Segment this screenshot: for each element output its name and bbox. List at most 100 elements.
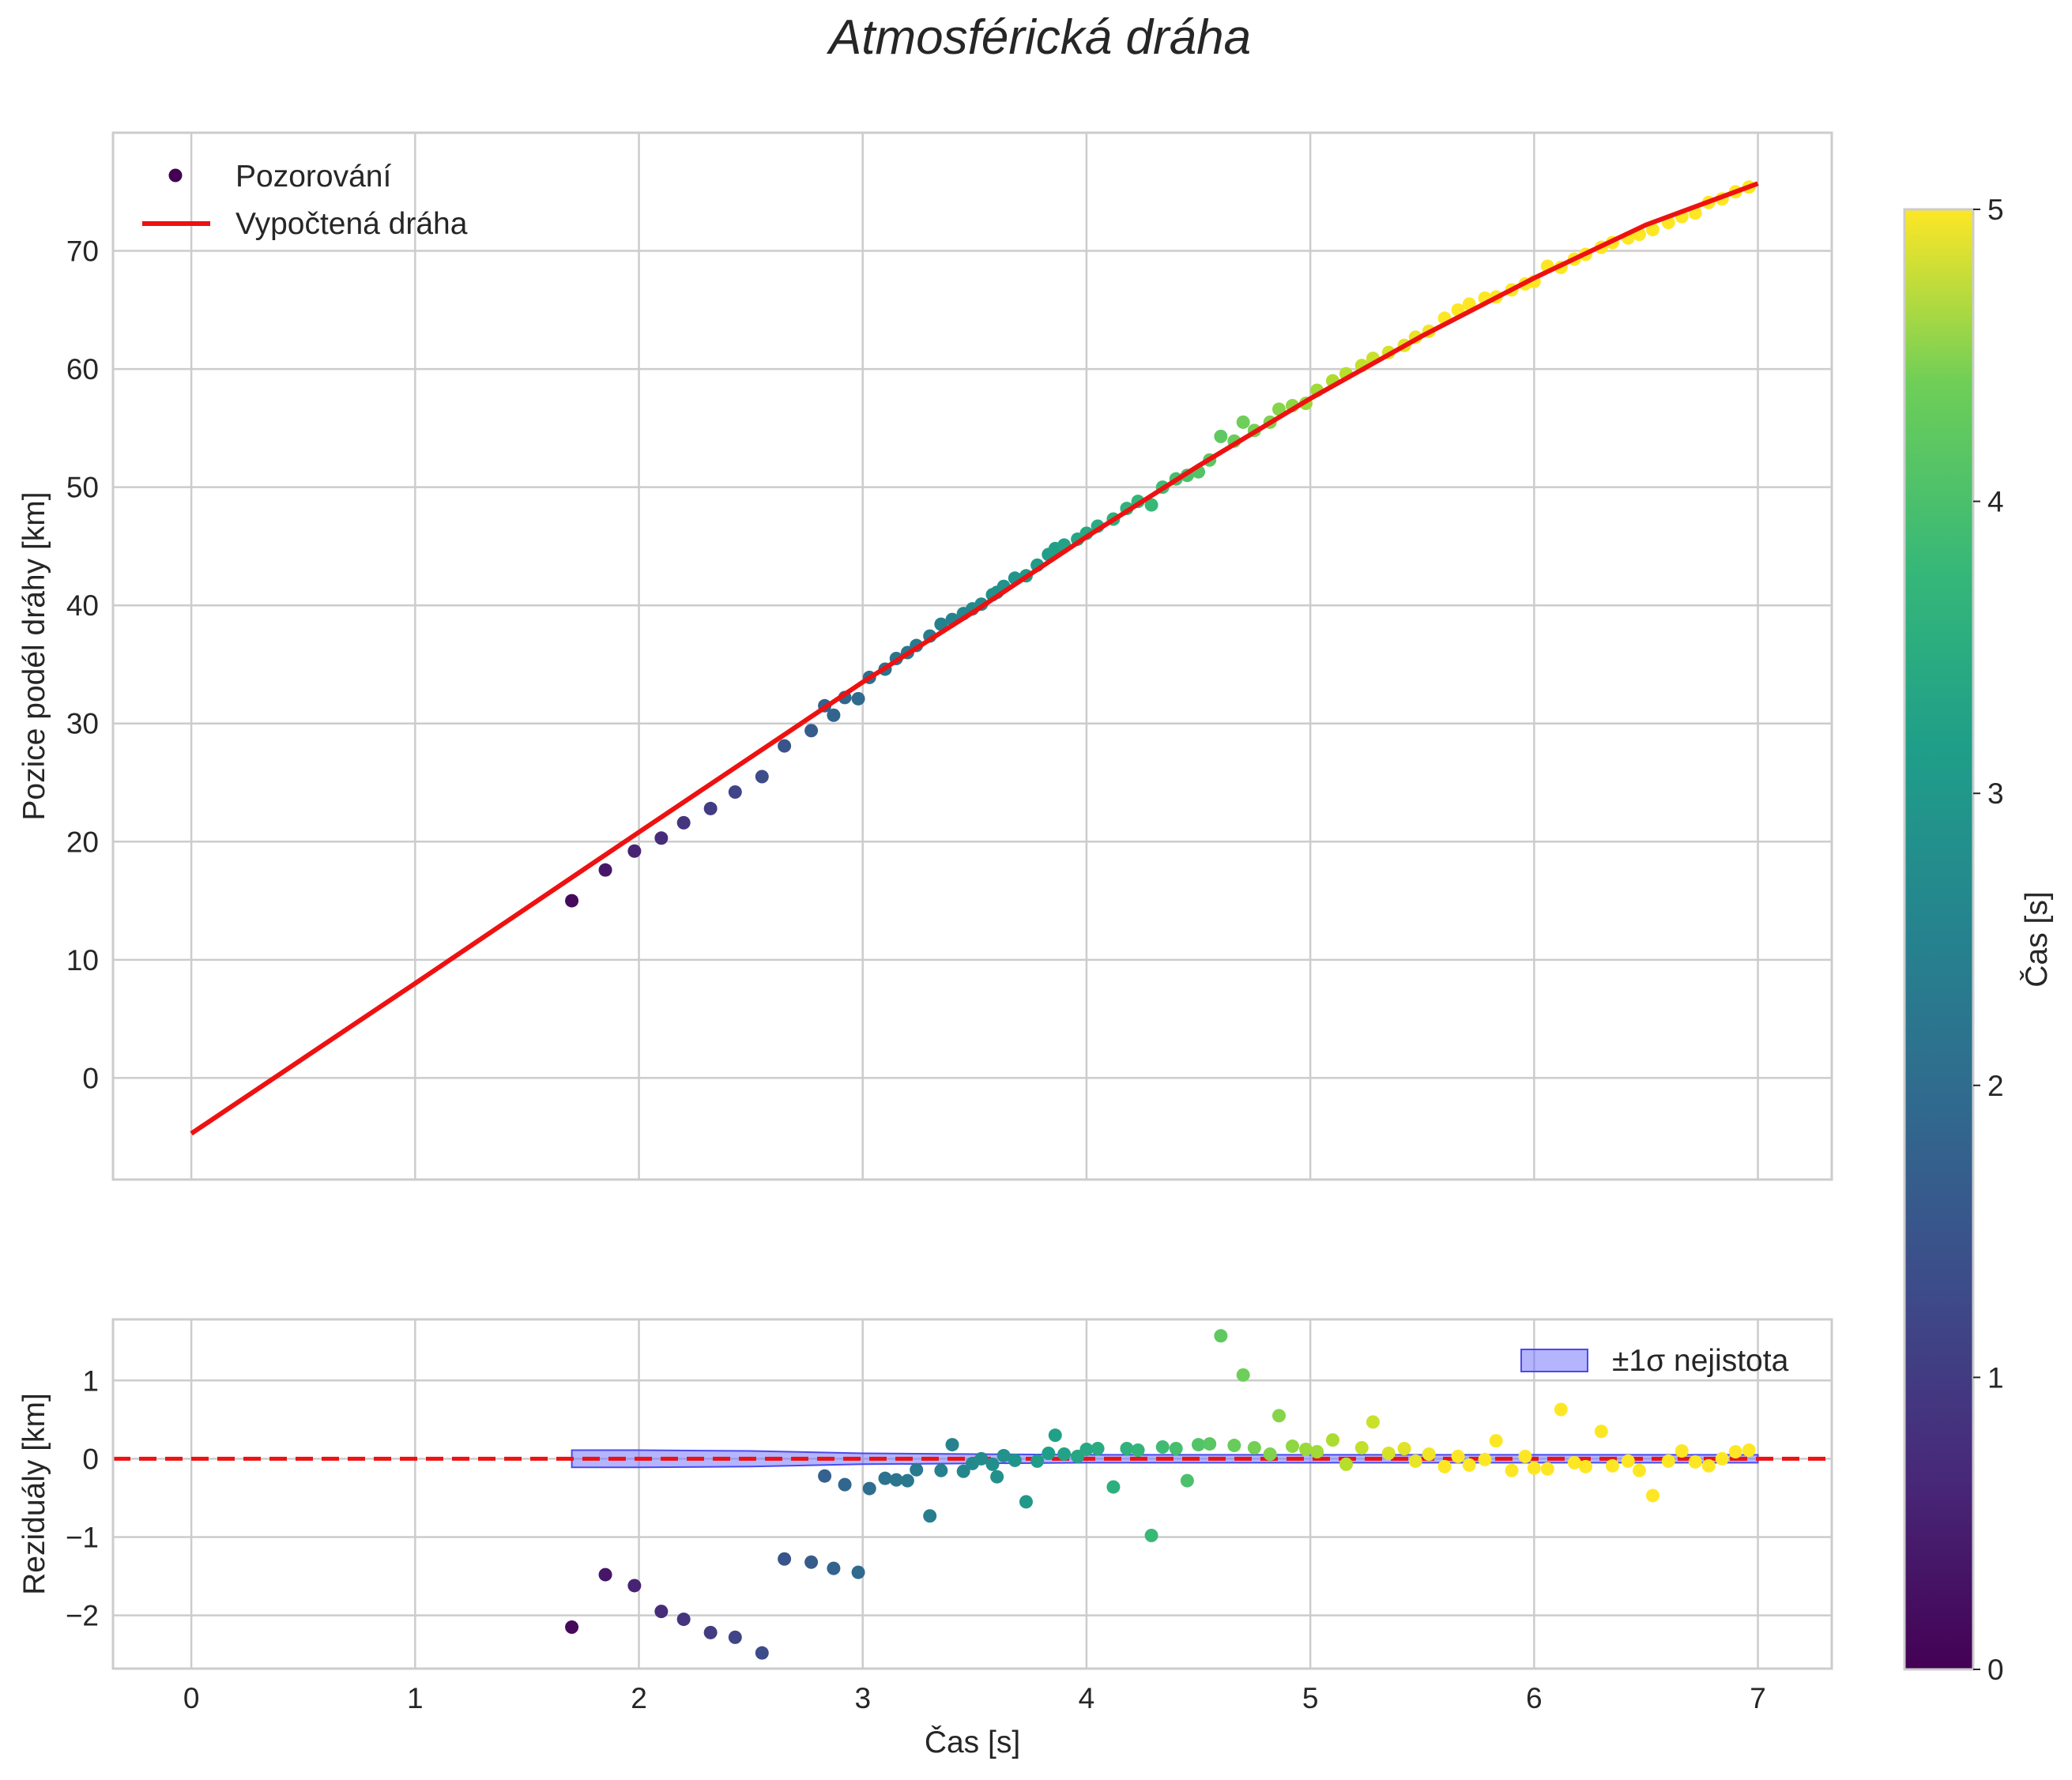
observation-point (1645, 223, 1659, 237)
residual-point (1728, 1444, 1742, 1458)
x-tick-label: 2 (631, 1682, 647, 1714)
residual-point (1042, 1446, 1056, 1460)
observation-point (1271, 402, 1286, 416)
residual-point (956, 1464, 970, 1478)
residual-point (1057, 1447, 1072, 1461)
observation-point (1214, 429, 1228, 443)
residual-point (1645, 1488, 1659, 1503)
bottom-y-tick-labels: −2 −1 0 1 (66, 1364, 99, 1631)
y-tick-label: 70 (66, 235, 99, 268)
x-tick-label: 4 (1079, 1682, 1095, 1714)
observation-point (627, 844, 642, 858)
residual-point (1505, 1463, 1519, 1477)
residual-point (1192, 1438, 1206, 1452)
residual-point (1408, 1454, 1422, 1468)
residual-point (818, 1469, 832, 1483)
top-scatter-points (565, 180, 1756, 908)
x-tick-label: 0 (183, 1682, 200, 1714)
residual-point (1675, 1443, 1689, 1458)
y-tick-label: 1 (82, 1364, 99, 1397)
residual-point (728, 1630, 742, 1644)
residual-point (878, 1471, 892, 1485)
y-tick-label: 0 (82, 1443, 99, 1475)
observation-point (827, 708, 841, 722)
colorbar-gradient (1903, 208, 1975, 1671)
observation-point (851, 691, 865, 706)
residual-point (934, 1463, 948, 1477)
residual-point (1120, 1442, 1134, 1456)
observation-point (755, 770, 769, 784)
residual-point (1554, 1402, 1568, 1417)
residual-point (1397, 1442, 1411, 1456)
y-tick-label: 40 (66, 589, 99, 622)
residual-point (1578, 1459, 1592, 1473)
residual-point (1478, 1452, 1492, 1466)
y-tick-label: 0 (82, 1062, 99, 1094)
residual-point (1742, 1443, 1756, 1458)
observation-point (676, 815, 691, 830)
y-tick-label: 60 (66, 353, 99, 386)
residual-point (1131, 1443, 1145, 1458)
observation-point (703, 801, 718, 815)
residual-point (1701, 1458, 1716, 1473)
bottom-legend: ±1σ nejistota (1520, 1344, 1789, 1378)
residual-point (1688, 1454, 1702, 1469)
residual-point (1661, 1454, 1675, 1468)
y-tick-label: 30 (66, 708, 99, 740)
residual-point (804, 1555, 819, 1569)
bottom-y-axis-label: Reziduály [km] (17, 1393, 51, 1595)
bottom-axes-frame (111, 1318, 1833, 1670)
observation-point (728, 785, 742, 799)
observation-point (1236, 415, 1250, 429)
top-legend: Pozorování Vypočtená dráha (142, 160, 468, 241)
residual-point (1285, 1439, 1299, 1454)
residual-point (889, 1473, 903, 1487)
residual-point (1437, 1459, 1452, 1473)
bottom-x-tick-labels: 0 1 2 3 4 5 6 7 (183, 1682, 1766, 1714)
chart-title: Atmosférická dráha (826, 10, 1251, 65)
residual-point (1236, 1368, 1250, 1382)
residual-point (1339, 1457, 1353, 1471)
residual-point (1325, 1433, 1339, 1447)
colorbar: 0 1 2 3 4 5 Čas [s] (1903, 194, 2054, 1686)
residual-point (827, 1561, 841, 1575)
residual-point (862, 1481, 876, 1496)
residual-point (1715, 1451, 1729, 1466)
colorbar-tick-label: 3 (1987, 777, 2004, 810)
x-tick-label: 7 (1750, 1682, 1766, 1714)
residual-point (1203, 1437, 1217, 1451)
colorbar-tick-labels: 0 1 2 3 4 5 (1973, 194, 2004, 1686)
y-tick-label: 10 (66, 944, 99, 977)
x-tick-label: 6 (1526, 1682, 1543, 1714)
residual-point (598, 1567, 612, 1582)
residual-point (1310, 1444, 1324, 1458)
residual-point (1540, 1462, 1554, 1476)
y-tick-label: 20 (66, 826, 99, 858)
residual-point (778, 1552, 792, 1566)
residual-point (1621, 1454, 1635, 1468)
residual-point (1079, 1443, 1094, 1457)
residual-point (1462, 1458, 1476, 1472)
x-axis-label: Čas [s] (925, 1725, 1020, 1759)
residual-point (1298, 1443, 1313, 1457)
residual-point (910, 1462, 924, 1477)
bottom-scatter-points (565, 1329, 1756, 1660)
residual-point (1594, 1424, 1608, 1439)
top-axes-frame (111, 131, 1833, 1181)
residual-point (1247, 1441, 1261, 1455)
residual-point (1527, 1461, 1541, 1475)
residual-point (1489, 1434, 1503, 1448)
residual-point (990, 1470, 1004, 1484)
residual-point (1091, 1442, 1105, 1456)
residual-point (985, 1457, 1000, 1471)
legend-uncertainty-swatch (1520, 1349, 1588, 1372)
y-tick-label: −1 (66, 1522, 99, 1554)
x-tick-label: 3 (854, 1682, 871, 1714)
colorbar-tick-label: 0 (1987, 1654, 2004, 1686)
residual-point (1048, 1428, 1062, 1443)
colorbar-tick-label: 4 (1987, 486, 2004, 518)
top-y-axis-label: Pozice podél dráhy [km] (17, 491, 51, 820)
residual-point (627, 1579, 642, 1593)
